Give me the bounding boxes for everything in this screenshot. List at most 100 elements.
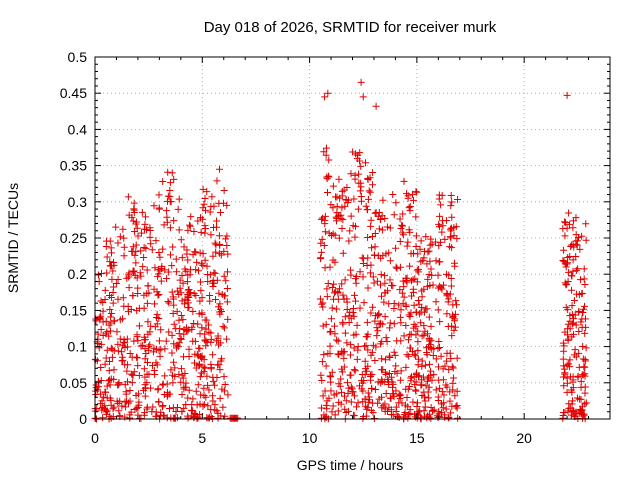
data-point — [215, 341, 223, 349]
data-point — [107, 261, 115, 269]
data-point — [121, 398, 129, 406]
data-point — [426, 344, 434, 352]
data-point — [163, 414, 171, 422]
data-point — [345, 384, 353, 392]
data-point — [577, 377, 585, 385]
data-point — [201, 364, 209, 372]
data-point — [143, 226, 151, 234]
data-point — [564, 335, 572, 343]
data-point — [568, 286, 576, 294]
data-point — [413, 369, 421, 377]
data-point — [561, 232, 569, 240]
data-point — [559, 339, 567, 347]
data-point — [175, 290, 183, 298]
data-point — [379, 196, 387, 204]
data-point — [320, 148, 328, 156]
data-point — [427, 235, 435, 243]
data-point — [405, 336, 413, 344]
data-point — [363, 367, 371, 375]
data-point — [574, 265, 582, 273]
data-point — [181, 300, 189, 308]
data-point — [403, 351, 411, 359]
data-point — [365, 187, 373, 195]
data-point — [384, 407, 392, 415]
data-point — [207, 329, 215, 337]
data-point — [369, 341, 377, 349]
data-point — [123, 274, 131, 282]
data-point — [420, 388, 428, 396]
data-point — [173, 268, 181, 276]
data-point — [192, 364, 200, 372]
data-point — [105, 367, 113, 375]
data-point — [420, 285, 428, 293]
data-point — [569, 310, 577, 318]
data-point — [209, 377, 217, 385]
data-point — [563, 388, 571, 396]
data-point — [97, 326, 105, 334]
data-point — [170, 320, 178, 328]
data-point — [175, 226, 183, 234]
data-point — [219, 322, 227, 330]
data-point — [97, 312, 105, 320]
data-point — [171, 364, 179, 372]
data-point — [560, 246, 568, 254]
data-point — [401, 408, 409, 416]
data-point — [412, 232, 420, 240]
data-point — [141, 392, 149, 400]
data-point — [143, 299, 151, 307]
data-point — [318, 300, 326, 308]
data-point — [199, 185, 207, 193]
data-point — [209, 397, 217, 405]
data-point — [378, 338, 386, 346]
data-point — [118, 348, 126, 356]
data-point — [340, 392, 348, 400]
data-point — [109, 405, 117, 413]
data-point — [214, 334, 222, 342]
data-point — [328, 368, 336, 376]
data-point — [142, 244, 150, 252]
data-point — [371, 357, 379, 365]
data-point — [173, 287, 181, 295]
data-point — [329, 230, 337, 238]
data-point — [163, 388, 171, 396]
data-point — [209, 283, 217, 291]
data-point — [406, 406, 414, 414]
data-point — [359, 93, 367, 101]
data-point — [414, 355, 422, 363]
data-point — [205, 386, 213, 394]
data-point — [103, 407, 111, 415]
data-point — [155, 337, 163, 345]
data-point — [569, 373, 577, 381]
data-point — [107, 327, 115, 335]
data-point — [173, 341, 181, 349]
data-point — [202, 393, 210, 401]
data-point — [428, 376, 436, 384]
data-point — [210, 279, 218, 287]
data-point — [118, 402, 126, 410]
data-point — [200, 391, 208, 399]
data-point — [417, 319, 425, 327]
data-point — [204, 381, 212, 389]
data-point — [390, 305, 398, 313]
data-point — [369, 409, 377, 417]
data-point — [166, 186, 174, 194]
data-point — [363, 318, 371, 326]
data-point — [356, 149, 364, 157]
data-point — [563, 325, 571, 333]
data-point — [341, 276, 349, 284]
y-tick-label: 0.5 — [68, 49, 88, 65]
data-point — [447, 202, 455, 210]
data-point — [581, 329, 589, 337]
data-point — [363, 405, 371, 413]
data-point — [334, 350, 342, 358]
data-point — [418, 381, 426, 389]
data-point — [106, 358, 114, 366]
data-point — [324, 280, 332, 288]
x-tick-label: 20 — [516, 430, 532, 446]
data-point — [316, 295, 324, 303]
data-point — [412, 386, 420, 394]
data-point — [572, 353, 580, 361]
data-point — [361, 342, 369, 350]
data-point — [419, 257, 427, 265]
data-point — [184, 256, 192, 264]
